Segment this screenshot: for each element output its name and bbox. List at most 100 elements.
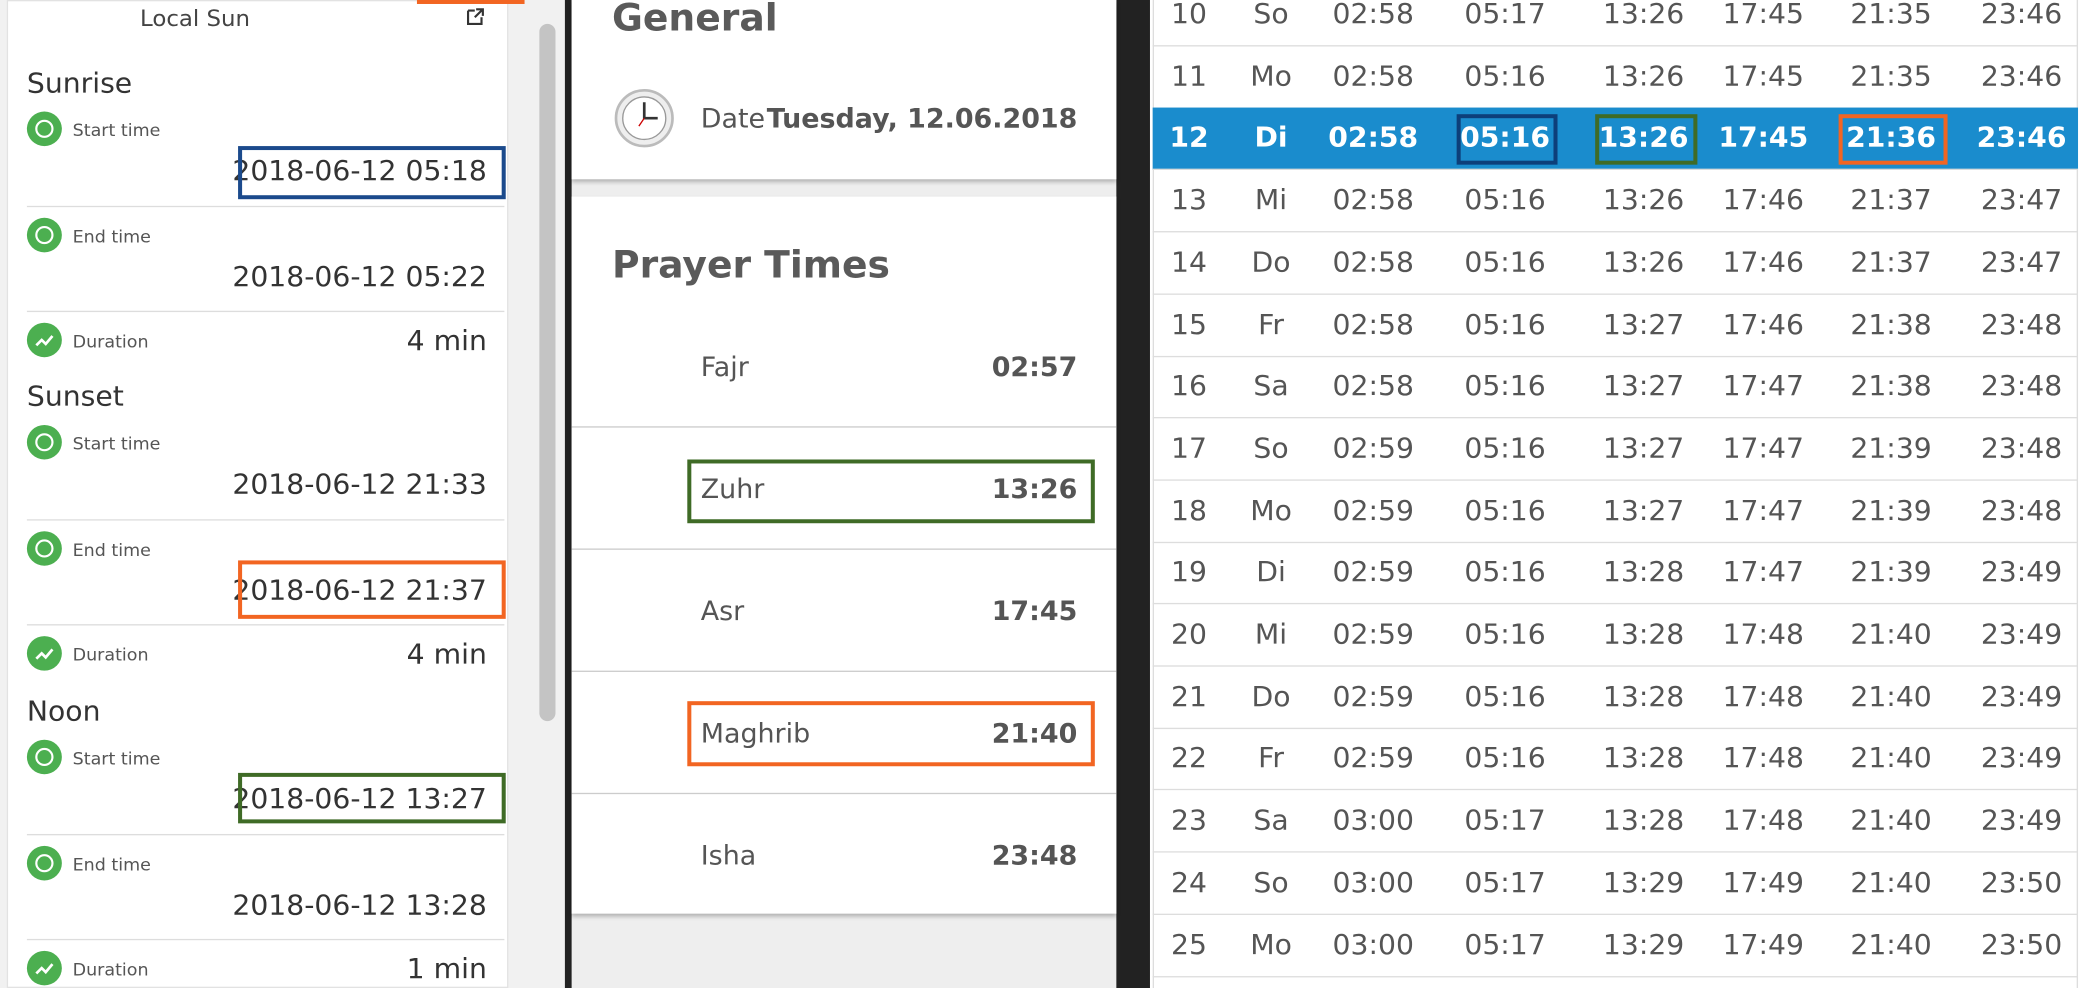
external-link-icon[interactable] — [466, 8, 484, 25]
table-cell: 21:39 — [1850, 432, 1932, 464]
table-cell: 17 — [1171, 432, 1207, 464]
table-cell: 05:16 — [1464, 680, 1546, 713]
table-cell: Do — [1251, 246, 1291, 278]
table-cell: 05:16 — [1464, 308, 1546, 340]
table-cell: 21:37 — [1850, 184, 1932, 216]
row-value: 2018-06-12 21:33 — [232, 468, 487, 500]
table-cell: So — [1253, 0, 1289, 30]
separator — [571, 670, 1117, 672]
row-value: 4 min — [406, 638, 487, 670]
table-cell: 03:00 — [1332, 804, 1414, 837]
table-cell: 02:58 — [1332, 308, 1414, 340]
row-line — [1152, 665, 2079, 667]
table-cell: 05:16 — [1460, 122, 1551, 154]
clock-icon — [614, 88, 674, 148]
time-icon — [26, 424, 62, 460]
highlight-box — [1456, 114, 1558, 165]
table-cell: 17:48 — [1722, 742, 1805, 775]
table-cell: 02:58 — [1332, 60, 1414, 92]
table-cell: 05:17 — [1464, 928, 1546, 961]
table-cell: 23:48 — [1980, 494, 2063, 527]
table-cell: 02:59 — [1332, 432, 1414, 464]
scrollbar[interactable] — [539, 23, 556, 722]
table-cell: Di — [1254, 122, 1288, 154]
section-title: Prayer Times — [611, 243, 890, 287]
row-label: Duration — [72, 960, 149, 981]
section-title: General — [611, 0, 778, 40]
table-cell: Mi — [1254, 184, 1288, 216]
table-cell: 05:16 — [1464, 742, 1546, 775]
table-cell: 13:26 — [1602, 60, 1685, 92]
row-line — [1152, 231, 2079, 233]
table-cell: 23:49 — [1980, 742, 2063, 775]
table-cell: 13:28 — [1602, 556, 1685, 589]
table-cell: 13:27 — [1602, 494, 1685, 527]
table-cell: 13:27 — [1602, 370, 1685, 402]
table-cell: 17:47 — [1722, 494, 1805, 527]
row-line — [1152, 107, 2079, 109]
prayer-name: Asr — [700, 594, 745, 627]
row-line — [1152, 541, 2079, 543]
table-cell: 02:58 — [1332, 246, 1414, 278]
table-cell: 12 — [1169, 122, 1209, 154]
table-cell: 13:29 — [1602, 866, 1685, 899]
table-cell: 24 — [1171, 866, 1207, 899]
table-cell: 23:49 — [1980, 618, 2063, 651]
table-cell: Do — [1251, 680, 1291, 713]
table-cell: Mi — [1254, 618, 1288, 651]
highlight-box — [687, 701, 1095, 767]
card-title: Local Sun — [140, 5, 251, 33]
table-cell: 17:45 — [1718, 122, 1809, 154]
section-heading: Noon — [26, 695, 101, 728]
table-cell: 21 — [1171, 680, 1207, 713]
table-cell: 05:16 — [1464, 246, 1546, 278]
table-border — [1152, 0, 2079, 988]
table-cell: 13:26 — [1602, 246, 1685, 278]
table-cell: 17:48 — [1722, 618, 1805, 651]
prayer-time: 02:57 — [991, 350, 1078, 383]
table-cell: 02:58 — [1332, 0, 1414, 30]
table-cell: 03:00 — [1332, 866, 1414, 899]
separator — [26, 205, 505, 208]
table-cell: 13:26 — [1598, 122, 1689, 154]
duration-icon — [26, 322, 62, 358]
table-cell: 17:48 — [1722, 804, 1805, 837]
table-cell: 05:17 — [1464, 804, 1546, 837]
table-cell: 25 — [1171, 928, 1207, 961]
table-cell: 17:48 — [1722, 680, 1805, 713]
table-cell: 02:59 — [1332, 618, 1414, 651]
table-cell: 17:46 — [1722, 246, 1805, 278]
section-heading: Sunrise — [26, 67, 133, 99]
time-icon — [26, 111, 62, 147]
prayer-time: 13:26 — [991, 472, 1078, 505]
table-cell: 21:37 — [1850, 246, 1932, 278]
table-cell: Fr — [1258, 742, 1284, 775]
table-cell: 13:28 — [1602, 742, 1685, 775]
accent-bar — [416, 0, 525, 4]
table-cell: 13:27 — [1602, 432, 1685, 464]
table-cell: 23:49 — [1980, 556, 2063, 589]
row-value: 1 min — [406, 952, 487, 985]
row-value: 2018-06-12 13:27 — [232, 782, 487, 815]
table-cell: 02:59 — [1332, 680, 1414, 713]
table-cell: 16 — [1171, 370, 1207, 402]
prayer-name: Maghrib — [700, 717, 811, 749]
row-line — [1152, 913, 2079, 915]
row-label: Start time — [72, 121, 161, 142]
prayer-name: Zuhr — [700, 472, 765, 505]
time-icon — [26, 531, 62, 566]
general-card — [571, 0, 1117, 180]
table-cell: 18 — [1171, 494, 1207, 527]
table-cell: So — [1253, 432, 1289, 464]
table-cell: 05:16 — [1464, 370, 1546, 402]
table-cell: 02:59 — [1332, 742, 1414, 775]
row-label: End time — [72, 227, 151, 248]
row-value: 2018-06-12 13:28 — [232, 889, 487, 921]
separator — [26, 310, 505, 313]
highlight-box — [238, 772, 506, 824]
table-cell: 13:28 — [1602, 680, 1685, 713]
table-cell: Sa — [1253, 370, 1289, 402]
table-cell: 21:39 — [1850, 494, 1932, 527]
separator — [571, 426, 1117, 428]
